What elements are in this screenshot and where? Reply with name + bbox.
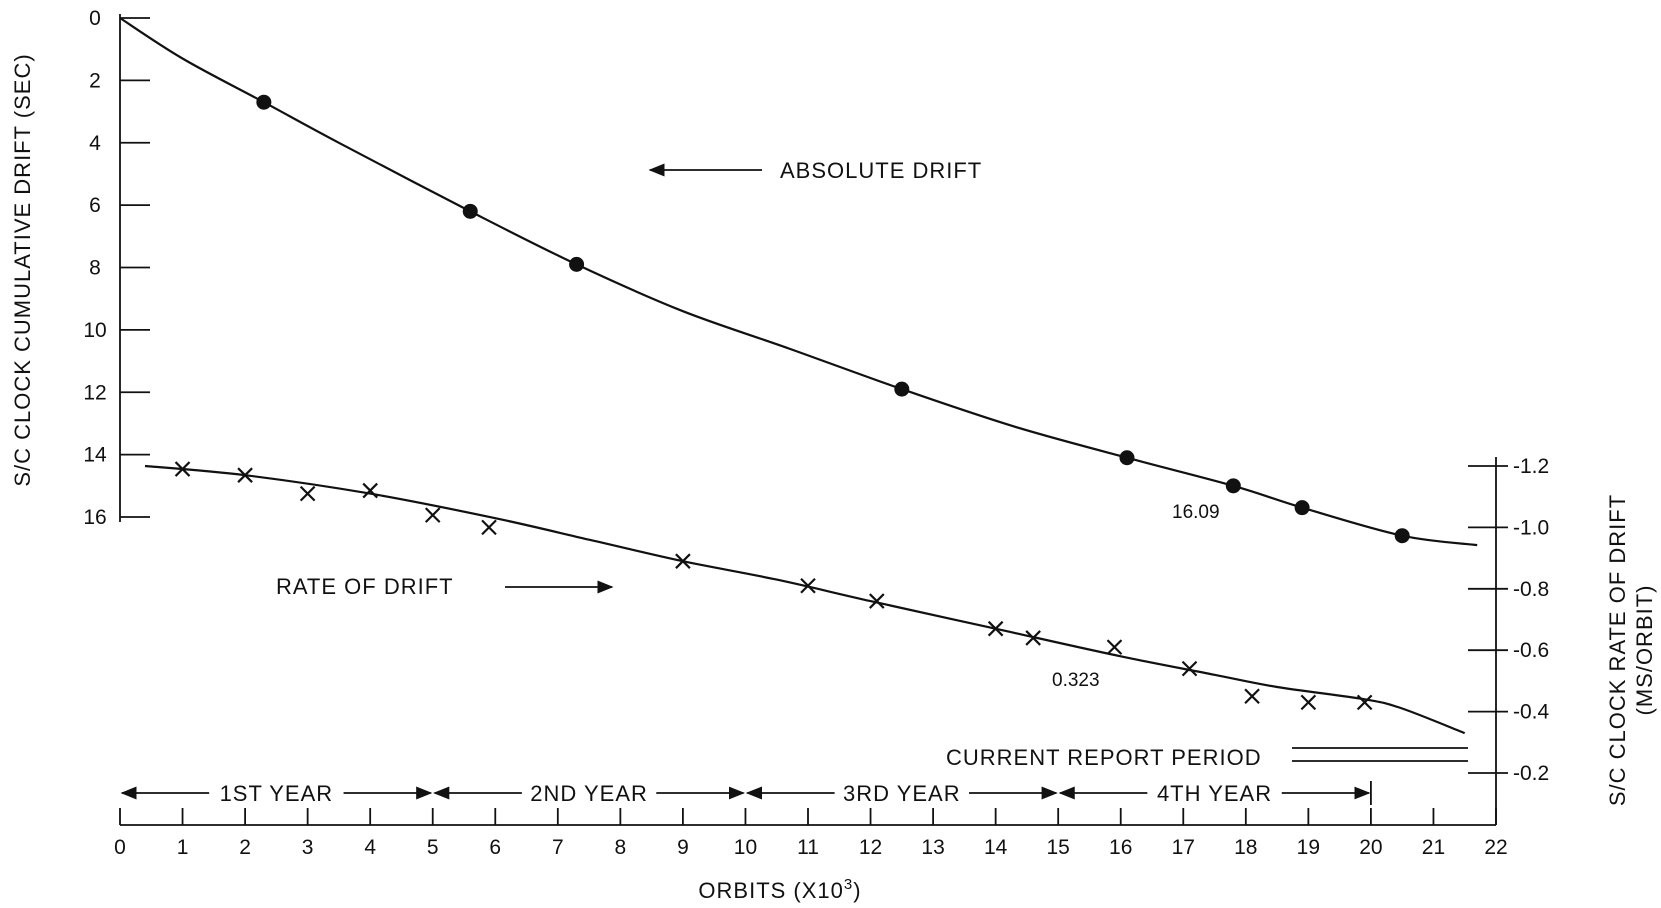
x-tick-label: 1: [177, 836, 189, 859]
right-y-tick-label: -0.6: [1513, 639, 1549, 662]
absolute-drift-point: [256, 94, 272, 110]
x-tick-label: 15: [1047, 836, 1070, 859]
rate-of-drift-point: [987, 620, 1004, 637]
x-marker-stroke: [1300, 694, 1317, 711]
absolute-drift-curve: [119, 17, 1478, 547]
rate-of-drift-point: [362, 482, 378, 499]
left-y-tick-label: 6: [89, 194, 101, 217]
x-tick-label: 4: [364, 836, 376, 859]
x-marker-stroke: [1025, 630, 1041, 646]
x-tick-label: 11: [797, 836, 819, 859]
rate-of-drift-point: [481, 519, 497, 536]
x-tick-label: 5: [427, 836, 439, 859]
rate-of-drift-point: [1244, 688, 1260, 705]
x-tick-label: 12: [859, 836, 882, 859]
year-label: 1ST YEAR: [220, 781, 334, 806]
current-report-period-label: CURRENT REPORT PERIOD: [946, 745, 1262, 770]
rate-of-drift-point: [1106, 639, 1123, 655]
right-axis-title: S/C CLOCK RATE OF DRIFT: [1605, 494, 1630, 806]
absolute-drift-point: [1225, 478, 1241, 494]
x-marker-stroke: [481, 519, 497, 536]
x-marker-stroke: [174, 461, 191, 477]
x-tick-label: 9: [677, 836, 689, 859]
x-marker-stroke: [869, 593, 885, 609]
left-y-tick-label: 4: [89, 132, 101, 155]
absolute-drift-point: [462, 203, 478, 219]
year-label: 4TH YEAR: [1157, 781, 1272, 806]
right-axis-subtitle: (MS/ORBIT): [1632, 585, 1657, 716]
rate-of-drift-point: [869, 593, 885, 609]
rate-of-drift-point: [174, 461, 191, 477]
x-tick-label: 8: [615, 836, 627, 859]
x-marker-stroke: [424, 507, 441, 523]
absolute-drift-value: 16.09: [1172, 502, 1220, 523]
rate-of-drift-point: [1300, 694, 1317, 711]
x-tick-label: 14: [984, 836, 1008, 859]
absolute-drift-point: [1294, 500, 1310, 516]
x-tick-label: 17: [1172, 836, 1195, 859]
absolute-drift-label: ABSOLUTE DRIFT: [780, 158, 982, 183]
right-y-tick-label: -1.2: [1513, 455, 1549, 478]
x-marker-stroke: [237, 467, 253, 483]
x-tick-label: 20: [1359, 836, 1382, 859]
absolute-drift-point: [894, 381, 910, 397]
year-label: 2ND YEAR: [530, 781, 648, 806]
left-y-tick-label: 16: [83, 506, 106, 529]
left-y-tick-label: 14: [83, 444, 107, 467]
x-marker-stroke: [675, 553, 691, 569]
x-tick-label: 19: [1297, 836, 1320, 859]
right-y-tick-label: -0.4: [1513, 701, 1550, 724]
absolute-drift-point: [1394, 528, 1410, 544]
left-axis-title: S/C CLOCK CUMULATIVE DRIFT (SEC): [10, 53, 35, 486]
rate-of-drift-curve: [144, 464, 1466, 735]
right-y-tick-label: -0.2: [1513, 762, 1549, 785]
right-y-tick-label: -1.0: [1513, 516, 1549, 539]
x-marker-stroke: [800, 577, 816, 594]
rate-of-drift-point: [1356, 694, 1373, 711]
absolute-drift-point: [569, 256, 585, 272]
x-marker-stroke: [362, 482, 378, 499]
x-tick-label: 10: [734, 836, 757, 859]
left-y-tick-label: 10: [83, 319, 106, 342]
absolute-drift-point: [1119, 450, 1135, 466]
x-axis-title-sup: 3: [844, 876, 853, 893]
rate-of-drift-point: [424, 507, 441, 523]
rate-of-drift-point: [237, 467, 253, 483]
rate-of-drift-point: [675, 553, 691, 569]
left-y-tick-label: 0: [89, 7, 101, 30]
rate-of-drift-point: [1025, 630, 1041, 646]
x-tick-label: 18: [1234, 836, 1257, 859]
x-tick-label: 7: [552, 836, 564, 859]
left-y-tick-label: 2: [89, 69, 101, 92]
x-tick-label: 22: [1484, 836, 1507, 859]
rate-of-drift-point: [1181, 660, 1198, 677]
x-marker-stroke: [1244, 688, 1260, 705]
left-y-tick-label: 8: [89, 257, 101, 280]
x-tick-label: 13: [921, 836, 944, 859]
rate-of-drift-point: [299, 485, 316, 502]
right-y-tick-label: -0.8: [1513, 578, 1549, 601]
year-label: 3RD YEAR: [843, 781, 961, 806]
x-tick-label: 6: [489, 836, 501, 859]
x-tick-label: 3: [302, 836, 314, 859]
x-tick-label: 16: [1109, 836, 1132, 859]
x-tick-label: 0: [114, 836, 126, 859]
x-tick-label: 21: [1422, 836, 1445, 859]
x-marker-stroke: [1181, 660, 1198, 677]
left-y-tick-label: 12: [83, 381, 106, 404]
rate-of-drift-label: RATE OF DRIFT: [276, 574, 454, 599]
x-marker-stroke: [1356, 694, 1373, 711]
x-marker-stroke: [299, 485, 316, 502]
rate-of-drift-point: [800, 577, 816, 594]
rate-of-drift-value: 0.323: [1052, 670, 1100, 691]
x-marker-stroke: [1106, 639, 1123, 655]
x-tick-label: 2: [239, 836, 251, 859]
x-marker-stroke: [987, 620, 1004, 637]
x-axis-title: ORBITS (X103): [698, 876, 861, 903]
